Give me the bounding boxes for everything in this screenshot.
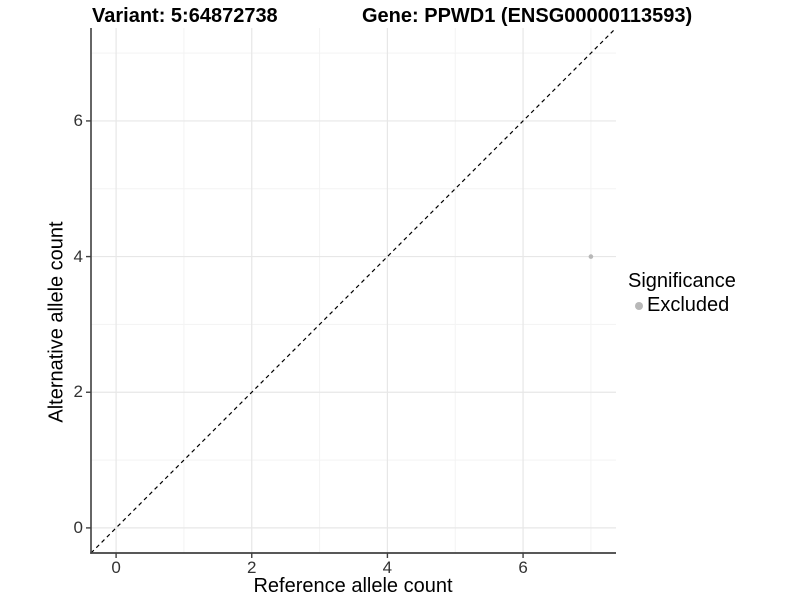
y-tick-label: 2 [73,382,83,402]
x-tick-label: 4 [382,558,393,577]
gene-title: Gene: PPWD1 (ENSG00000113593) [362,5,693,27]
x-tick-label: 6 [518,558,528,577]
excluded-point-icon [635,301,643,310]
identity-dashed-line [90,27,617,554]
x-tick-label: 0 [111,558,121,577]
y-tick-label: 6 [73,110,83,130]
legend: Significance Excluded [628,270,736,317]
legend-entry-excluded: Excluded [628,294,736,317]
x-tick-label: 2 [247,558,257,577]
y-tick-label: 4 [73,246,83,266]
variant-title: Variant: 5:64872738 [92,5,278,27]
data-point-excluded [588,254,594,259]
legend-entry-label: Excluded [647,294,730,316]
x-axis-title: Reference allele count [253,575,453,597]
legend-title: Significance [628,270,736,292]
y-tick-label: 0 [73,517,83,537]
